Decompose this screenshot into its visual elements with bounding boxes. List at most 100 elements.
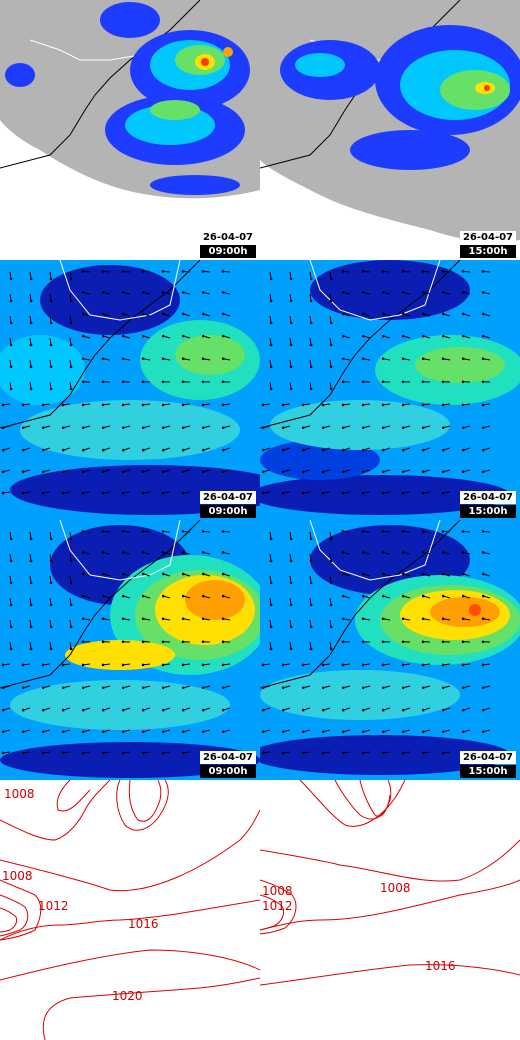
timestamp-badge: 26-04-07 15:00h	[460, 231, 516, 258]
wind-arrow-head	[341, 403, 345, 407]
wind-arrow-head	[321, 426, 325, 430]
wind-arrow-head	[302, 708, 305, 712]
wind-arrow-head	[381, 357, 385, 361]
isobar-label: 1012	[38, 899, 69, 913]
wind-arrow-head	[121, 291, 125, 294]
wind-arrow-head	[121, 491, 125, 495]
wind-arrow-head	[141, 530, 145, 533]
wind-arrow-head	[441, 470, 445, 474]
wind-arrow-head	[121, 380, 125, 384]
wind-arrow-head	[269, 603, 273, 607]
wind-arrow-head	[162, 448, 165, 452]
wind-arrow-head	[381, 426, 385, 430]
wind-arrow-head	[61, 686, 65, 690]
wind-arrow-head	[101, 530, 105, 533]
wind-arrow-head	[161, 380, 165, 384]
wind-arrow-head	[181, 730, 185, 734]
wind-arrow-head	[9, 559, 13, 563]
wind-arrow-head	[41, 751, 45, 755]
wind-arrow-head	[281, 686, 285, 690]
wind-arrow-head	[421, 663, 425, 667]
wind-arrow-head	[341, 730, 345, 734]
wind-arrow-head	[49, 343, 53, 347]
wind-arrow-head	[81, 403, 85, 407]
wind-arrow-head	[101, 640, 105, 644]
wind-arrow-head	[261, 730, 265, 734]
wind-arrow-head	[381, 530, 385, 533]
wind-arrow-head	[422, 312, 425, 316]
wind-arrow-head	[309, 277, 313, 281]
wind-arrow-head	[441, 491, 445, 495]
wind-arrow-head	[181, 640, 185, 644]
wind-arrow-head	[401, 334, 405, 338]
wind-arrow-head	[301, 730, 305, 734]
wind-arrow-head	[421, 551, 425, 554]
wind-arrow-head	[361, 663, 365, 667]
wind-arrow-head	[461, 640, 465, 644]
wind-arrow-head	[441, 530, 445, 533]
pressure-panel-right: 1008 1008 1012 1016	[260, 780, 520, 1040]
forecast-date: 26-04-07	[460, 491, 516, 504]
wind-arrow-head	[321, 470, 325, 474]
wind-arrow-head	[401, 686, 405, 690]
wind-arrow-head	[401, 530, 405, 533]
wind-arrow-head	[461, 530, 465, 533]
wind-arrow-head	[329, 299, 333, 303]
wind-arrow-head	[341, 426, 345, 430]
wind-arrow-head	[381, 470, 385, 474]
wind-arrow-head	[221, 470, 225, 474]
wind-arrow-head	[102, 448, 105, 452]
wind-arrow-head	[101, 470, 105, 474]
isobar-map-left: 1008 1008 1012 1016 1020	[0, 780, 260, 1040]
gust-map-1500	[260, 520, 520, 780]
wind-arrow-head	[101, 380, 105, 384]
wind-arrow-head	[82, 312, 85, 316]
wind-arrow-head	[41, 730, 45, 734]
wind-arrow-head	[161, 551, 165, 554]
wind-arrow-head	[181, 686, 185, 690]
wind-arrow-head	[269, 559, 273, 563]
wind-arrow-head	[321, 403, 325, 407]
wind-arrow-head	[42, 708, 45, 712]
wind-arrow-head	[361, 640, 365, 644]
wind-arrow-head	[289, 625, 293, 629]
wind-arrow-head	[421, 270, 425, 273]
wind-arrow-head	[41, 663, 45, 667]
wind-arrow-head	[341, 334, 345, 338]
wind-arrow-head	[382, 448, 385, 452]
wind-arrow-head	[101, 357, 105, 361]
wind-arrow-head	[49, 581, 53, 585]
wind-arrow-head	[421, 334, 425, 338]
wind-arrow-head	[9, 299, 13, 303]
isobar-label: 1016	[425, 959, 456, 973]
wind-arrow-head	[221, 334, 225, 338]
wind-arrow-head	[341, 291, 345, 294]
wind-arrow-head	[481, 663, 485, 667]
wind-arrow-head	[49, 387, 53, 391]
wind-arrow-head	[461, 663, 465, 667]
wind-arrow-head	[22, 708, 25, 712]
precip-cells	[5, 2, 250, 195]
wind-arrow-head	[121, 403, 125, 407]
wind-arrow-head	[181, 357, 185, 361]
wind-arrow-head	[421, 470, 425, 474]
wind-arrow-head	[181, 334, 185, 338]
wind-arrow-head	[9, 537, 13, 541]
wind-arrow-head	[101, 730, 105, 734]
isobar-labels: 1008 1008 1012 1016	[262, 881, 456, 973]
wind-arrow-head	[201, 530, 205, 533]
wind-arrow-head	[102, 708, 105, 712]
wind-arrow-head	[1, 470, 5, 474]
wind-arrow-head	[42, 448, 45, 452]
wind-arrow-head	[269, 537, 273, 541]
wind-arrow-head	[381, 334, 385, 338]
wind-arrow-head	[141, 491, 145, 495]
wind-arrow-head	[269, 625, 273, 629]
wind-arrow-head	[142, 448, 145, 452]
wind-arrow-head	[441, 426, 445, 430]
wind-arrow-head	[441, 357, 445, 361]
wind-arrow-head	[201, 617, 205, 621]
wind-arrow-head	[382, 572, 385, 576]
wind-arrow-head	[461, 291, 465, 294]
wind-arrow-head	[402, 312, 405, 316]
